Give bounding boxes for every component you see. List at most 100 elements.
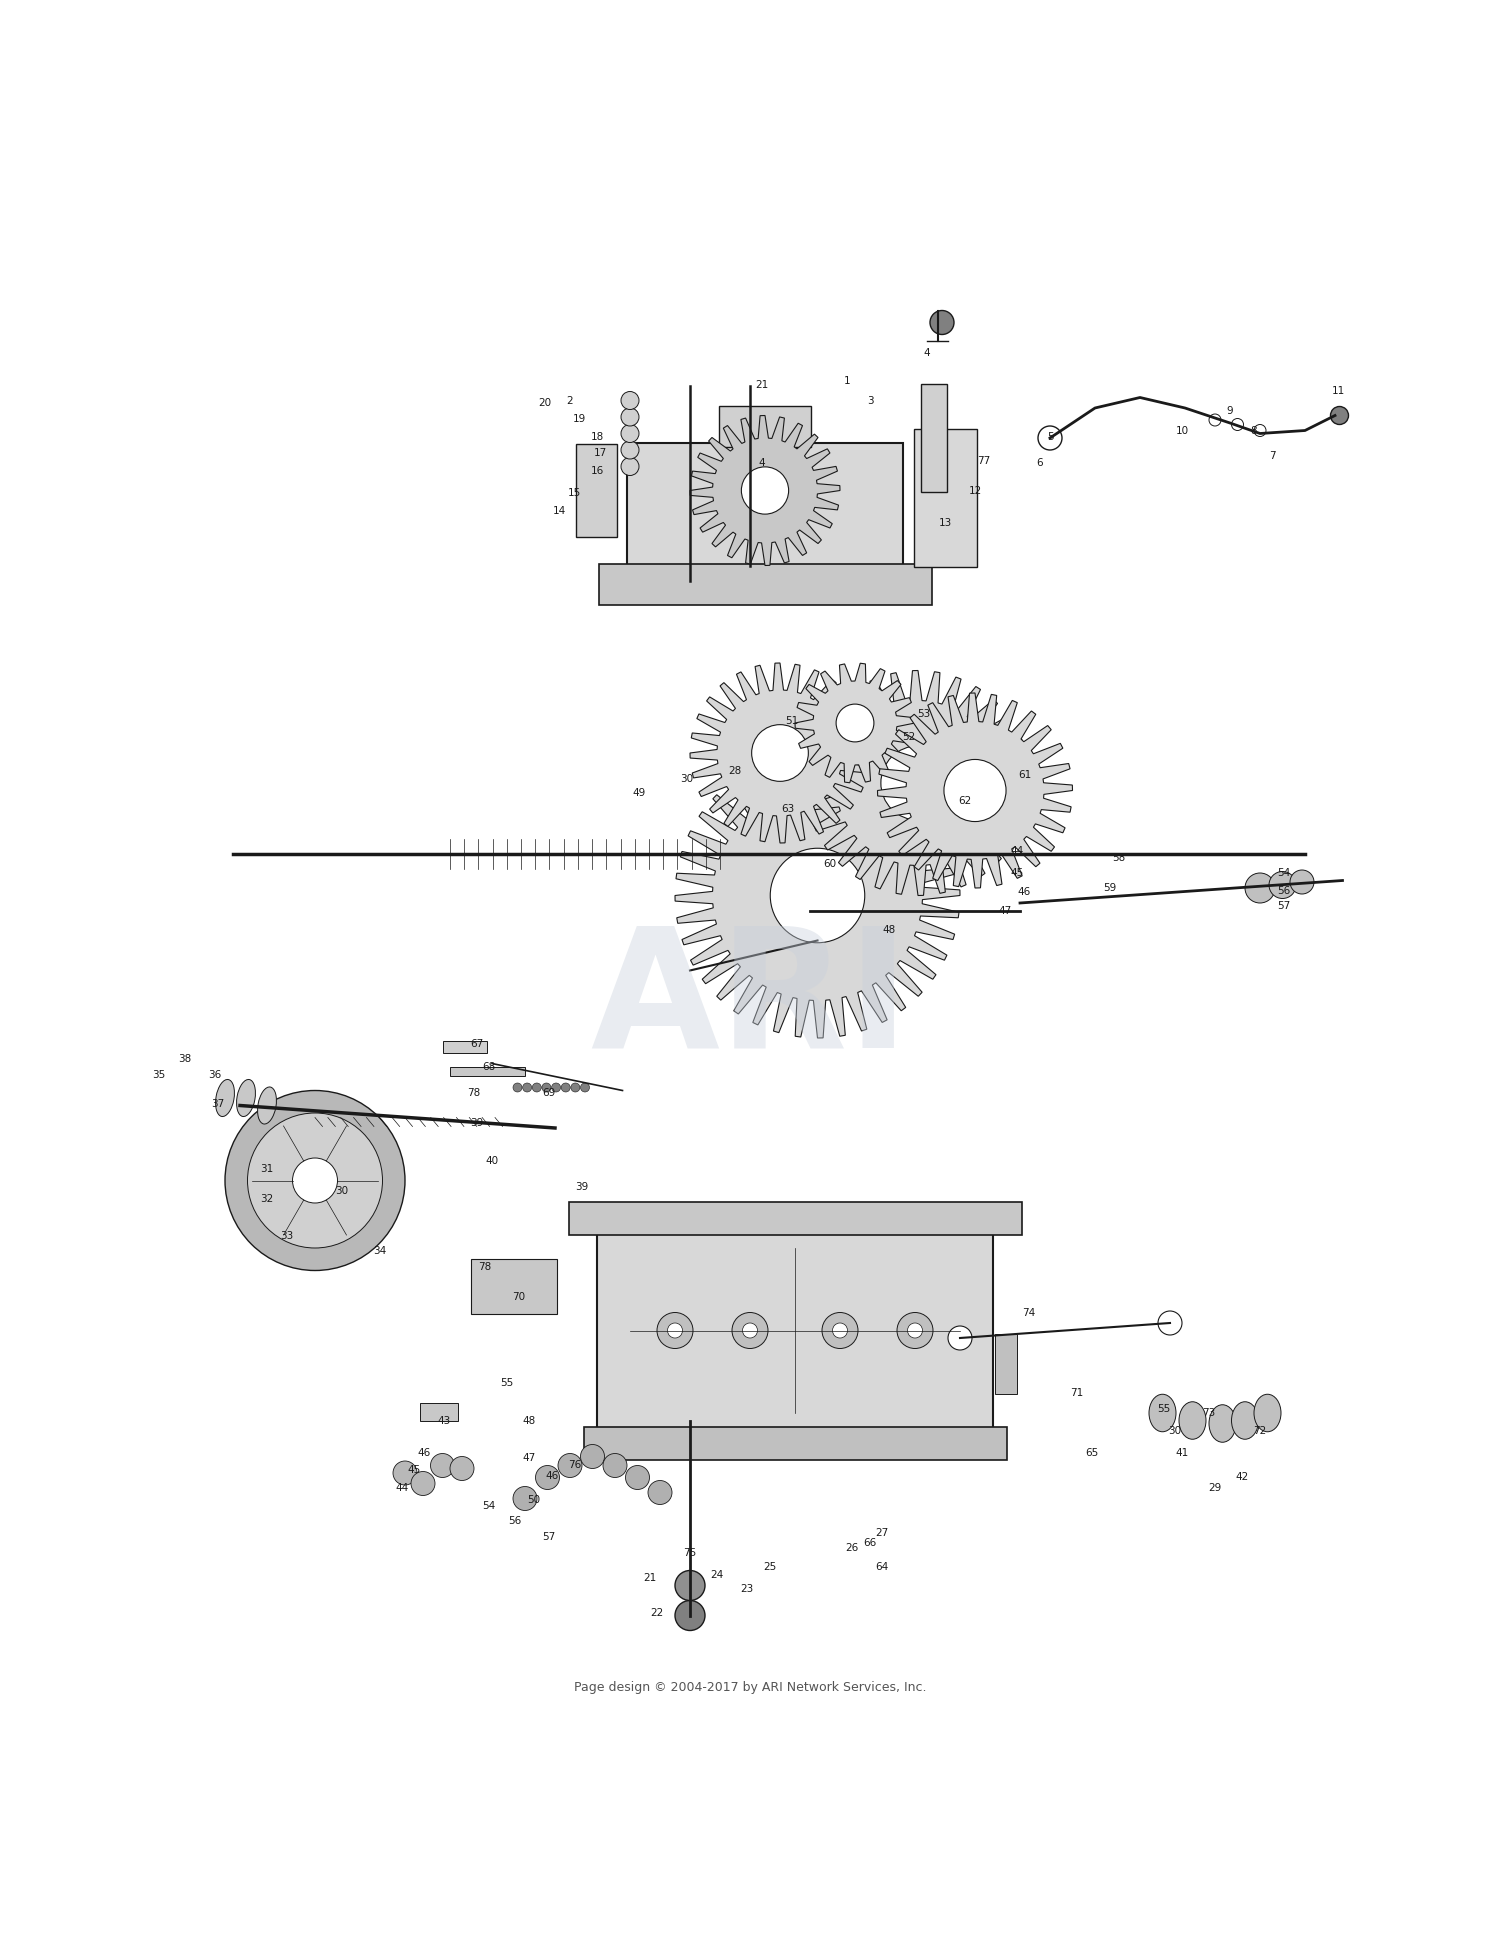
Bar [450,1066,525,1075]
Polygon shape [806,670,1030,895]
Text: 30: 30 [1168,1427,1180,1436]
Circle shape [1269,872,1296,899]
Circle shape [1245,873,1275,903]
Text: 22: 22 [651,1607,663,1617]
Text: 35: 35 [153,1071,165,1081]
Text: 58: 58 [1113,852,1125,864]
Text: 57: 57 [1278,901,1290,910]
Text: 26: 26 [846,1543,858,1553]
FancyBboxPatch shape [921,384,946,491]
Circle shape [771,848,864,943]
Text: 54: 54 [483,1500,495,1510]
Text: 3: 3 [867,396,873,406]
Circle shape [621,425,639,443]
Circle shape [1290,870,1314,895]
Text: 6: 6 [1036,458,1042,468]
Circle shape [1209,413,1221,425]
Text: 39: 39 [576,1182,588,1192]
Circle shape [411,1471,435,1495]
Circle shape [657,1312,693,1349]
Bar [442,1040,488,1054]
Circle shape [225,1091,405,1271]
Text: 61: 61 [1019,771,1031,780]
Text: 36: 36 [209,1071,220,1081]
Text: 67: 67 [471,1038,483,1048]
Text: 46: 46 [546,1471,558,1481]
Text: 13: 13 [939,518,951,528]
Text: 2: 2 [567,396,573,406]
Bar [420,1403,458,1421]
FancyBboxPatch shape [471,1258,556,1314]
Text: 74: 74 [1023,1308,1035,1318]
Circle shape [292,1159,338,1203]
Text: 75: 75 [684,1547,696,1557]
Text: 42: 42 [1236,1473,1248,1483]
Text: 16: 16 [591,466,603,476]
Text: 14: 14 [554,507,566,516]
FancyBboxPatch shape [568,1201,1022,1234]
Text: 39: 39 [471,1118,483,1128]
Circle shape [1254,425,1266,437]
Circle shape [621,458,639,476]
FancyBboxPatch shape [598,565,932,604]
Circle shape [603,1454,627,1477]
Text: 44: 44 [396,1483,408,1493]
Text: 63: 63 [782,804,794,813]
Circle shape [522,1083,531,1093]
Circle shape [248,1112,382,1248]
Text: 12: 12 [969,485,981,495]
Text: 34: 34 [374,1246,386,1256]
Ellipse shape [258,1087,276,1124]
Text: 29: 29 [1209,1483,1221,1493]
Text: 45: 45 [1011,868,1023,877]
Circle shape [1158,1310,1182,1335]
Text: 37: 37 [211,1099,223,1108]
Polygon shape [675,753,960,1038]
Text: 76: 76 [568,1460,580,1471]
Text: 56: 56 [1278,885,1290,897]
Circle shape [513,1487,537,1510]
Text: 33: 33 [280,1231,292,1240]
Text: 59: 59 [1104,883,1116,893]
Text: 47: 47 [524,1454,536,1464]
Circle shape [675,1601,705,1630]
FancyBboxPatch shape [576,444,616,538]
Text: 43: 43 [438,1415,450,1425]
Text: 68: 68 [483,1062,495,1071]
Text: 4: 4 [759,458,765,468]
Text: 7: 7 [1269,450,1275,462]
Circle shape [822,1312,858,1349]
Text: 18: 18 [591,431,603,441]
Text: 38: 38 [178,1054,190,1064]
Circle shape [393,1462,417,1485]
Text: 70: 70 [513,1293,525,1302]
Ellipse shape [216,1079,234,1116]
Circle shape [621,408,639,425]
Polygon shape [878,693,1072,887]
Text: 62: 62 [958,796,970,806]
Text: 44: 44 [1011,846,1023,856]
Circle shape [1330,406,1348,425]
Text: 10: 10 [1176,425,1188,435]
Circle shape [752,724,808,782]
Text: 66: 66 [864,1539,876,1549]
Circle shape [621,441,639,458]
Text: 11: 11 [1332,386,1344,396]
Ellipse shape [1232,1401,1258,1438]
Text: 28: 28 [729,767,741,776]
Text: 64: 64 [876,1563,888,1572]
Text: 31: 31 [261,1163,273,1174]
Text: 21: 21 [756,380,768,390]
FancyBboxPatch shape [718,406,812,446]
Text: 78: 78 [478,1262,490,1273]
Text: 30: 30 [336,1186,348,1196]
Circle shape [741,468,789,514]
Circle shape [430,1454,454,1477]
Text: 40: 40 [486,1157,498,1167]
Circle shape [558,1454,582,1477]
Circle shape [572,1083,580,1093]
Text: 57: 57 [543,1533,555,1543]
Circle shape [742,1324,758,1337]
Text: 51: 51 [786,716,798,726]
Text: 27: 27 [876,1528,888,1537]
